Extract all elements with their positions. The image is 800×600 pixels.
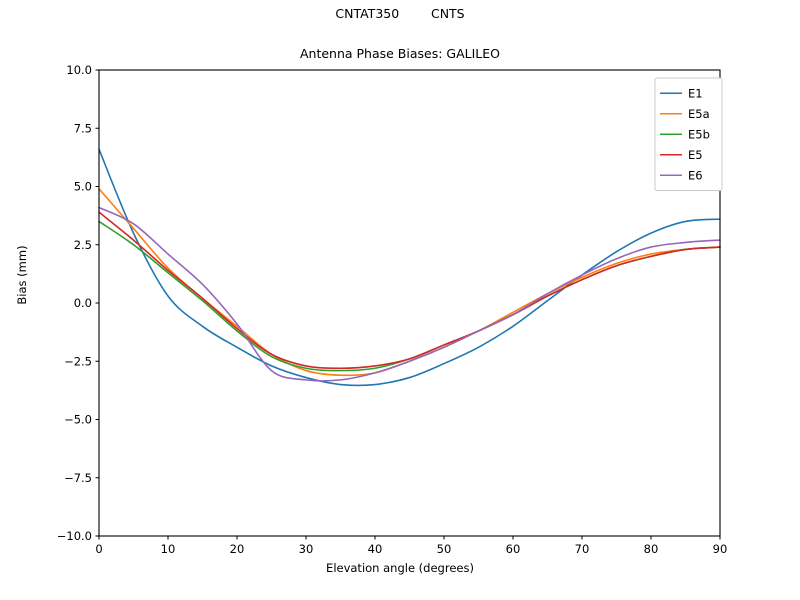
y-tick-label: 7.5	[74, 121, 92, 135]
series-line-e5	[98, 211, 721, 370]
y-tick-label: −5.0	[64, 413, 92, 427]
x-tick-label: 70	[575, 542, 590, 556]
axis-ticks-group: 0 10 20 30 40 50 60 70 80 90 −10.0 −7.5 −5.0 −2.5 0.0 2…	[57, 63, 728, 556]
x-tick-label: 10	[161, 542, 176, 556]
series-line-e5b	[98, 220, 721, 372]
y-tick-label: 10.0	[66, 63, 92, 77]
y-tick-label: 0.0	[74, 296, 92, 310]
series-line-e5a	[98, 188, 721, 377]
series-line-e1	[98, 148, 721, 387]
x-tick-label: 30	[299, 542, 314, 556]
legend-label-e1[interactable]: E1	[688, 86, 703, 100]
y-tick-label: 5.0	[74, 180, 92, 194]
x-tick-label: 80	[644, 542, 659, 556]
y-axis-label: Bias (mm)	[15, 245, 29, 305]
x-tick-label: 0	[95, 542, 102, 556]
x-tick-label: 50	[437, 542, 452, 556]
legend-label-e5b[interactable]: E5b	[688, 127, 710, 141]
axes-frame	[98, 69, 721, 537]
x-tick-label: 60	[506, 542, 521, 556]
y-tick-label: −2.5	[64, 354, 92, 368]
legend-label-e6[interactable]: E6	[688, 168, 703, 182]
x-axis-label: Elevation angle (degrees)	[326, 561, 474, 575]
series-group	[98, 148, 721, 387]
y-tick-label: −10.0	[57, 529, 92, 543]
chart-legend[interactable]: E1 E5a E5b E5 E6	[654, 77, 723, 191]
series-line-e6	[98, 206, 721, 382]
figure-suptitle: CNTAT350 CNTS	[335, 6, 465, 21]
x-tick-label: 40	[368, 542, 383, 556]
legend-label-e5[interactable]: E5	[688, 148, 703, 162]
y-tick-label: 2.5	[74, 238, 92, 252]
legend-label-e5a[interactable]: E5a	[688, 107, 710, 121]
x-tick-label: 90	[713, 542, 728, 556]
x-tick-label: 20	[230, 542, 245, 556]
legend-frame	[654, 77, 723, 191]
chart-title: Antenna Phase Biases: GALILEO	[299, 46, 501, 61]
y-tick-label: −7.5	[64, 471, 92, 485]
